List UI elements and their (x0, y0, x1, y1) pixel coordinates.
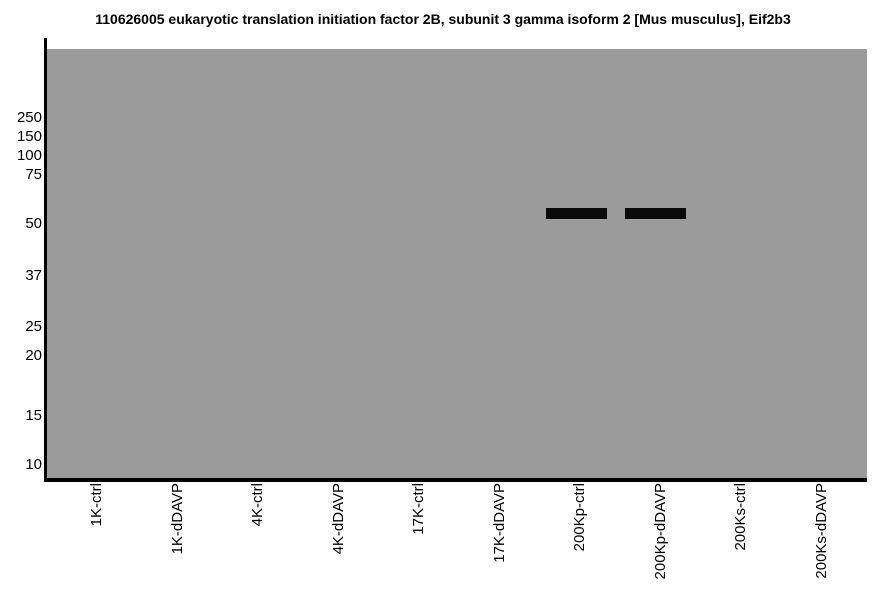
lane-label: 1K-ctrl (88, 483, 105, 527)
y-tick-label: 20 (25, 347, 42, 364)
x-axis-line (44, 478, 867, 482)
y-tick-label: 37 (25, 267, 42, 284)
y-tick-label: 150 (16, 128, 42, 145)
figure-title: 110626005 eukaryotic translation initiat… (95, 11, 791, 27)
y-tick-label: 250 (16, 109, 42, 126)
y-tick-label: 75 (25, 166, 42, 183)
lane-label: 200Ks-ctrl (732, 483, 749, 551)
lane-label: 1K-dDAVP (169, 483, 186, 555)
lane-label: 17K-dDAVP (491, 483, 508, 563)
y-tick-label: 100 (16, 147, 42, 164)
lane-label: 4K-dDAVP (330, 483, 347, 555)
lane-label: 200Kp-ctrl (571, 483, 588, 552)
y-tick-label: 25 (25, 318, 42, 335)
gel-area (47, 49, 867, 478)
protein-band (625, 208, 686, 219)
y-tick-label: 10 (25, 456, 42, 473)
lane-label: 17K-ctrl (410, 483, 427, 535)
lane-label: 4K-ctrl (249, 483, 266, 527)
y-tick-label: 50 (25, 215, 42, 232)
y-tick-label: 15 (25, 407, 42, 424)
protein-band (546, 208, 607, 219)
lane-label: 200Kp-dDAVP (652, 483, 669, 580)
y-axis-line (44, 38, 47, 482)
lane-label: 200Ks-dDAVP (813, 483, 830, 579)
